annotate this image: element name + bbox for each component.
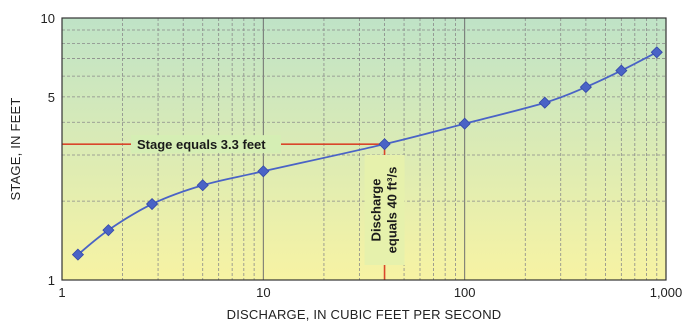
plot-frame — [61, 17, 667, 281]
x-tick-label: 1,000 — [650, 285, 683, 300]
x-tick-label: 1 — [58, 285, 65, 300]
x-tick-labels: 1 10 100 1,000 — [58, 285, 682, 300]
x-tick-label: 10 — [256, 285, 270, 300]
data-point-marker — [538, 96, 551, 109]
discharge-label-line: equals 40 ft³/s — [385, 167, 400, 254]
data-point-marker — [458, 117, 471, 130]
discharge-annotation-label: Dischargeequals 40 ft³/s — [369, 167, 400, 254]
data-point-marker — [196, 179, 209, 192]
y-tick-label: 10 — [41, 11, 55, 26]
data-point-marker — [257, 165, 270, 178]
y-axis-title: STAGE, IN FEET — [8, 98, 23, 201]
data-point-marker — [579, 80, 592, 94]
data-point-marker — [71, 248, 85, 261]
discharge-label-backing — [364, 155, 405, 265]
y-tick-label: 5 — [48, 90, 55, 105]
data-point-marker — [615, 64, 628, 77]
discharge-label-line: Discharge — [369, 179, 384, 242]
x-axis-title: DISCHARGE, IN CUBIC FEET PER SECOND — [227, 307, 502, 322]
data-point-marker — [102, 224, 115, 237]
series-group — [71, 46, 663, 261]
annotation-labels: Stage equals 3.3 feet Dischargeequals 40 … — [131, 135, 405, 265]
stage-label-backing — [131, 135, 281, 154]
y-tick-label: 1 — [48, 273, 55, 288]
data-point-marker — [650, 46, 663, 59]
x-tick-label: 100 — [454, 285, 476, 300]
data-point-marker — [145, 197, 159, 211]
stage-annotation-label: Stage equals 3.3 feet — [137, 137, 266, 152]
data-point-marker — [378, 138, 391, 151]
